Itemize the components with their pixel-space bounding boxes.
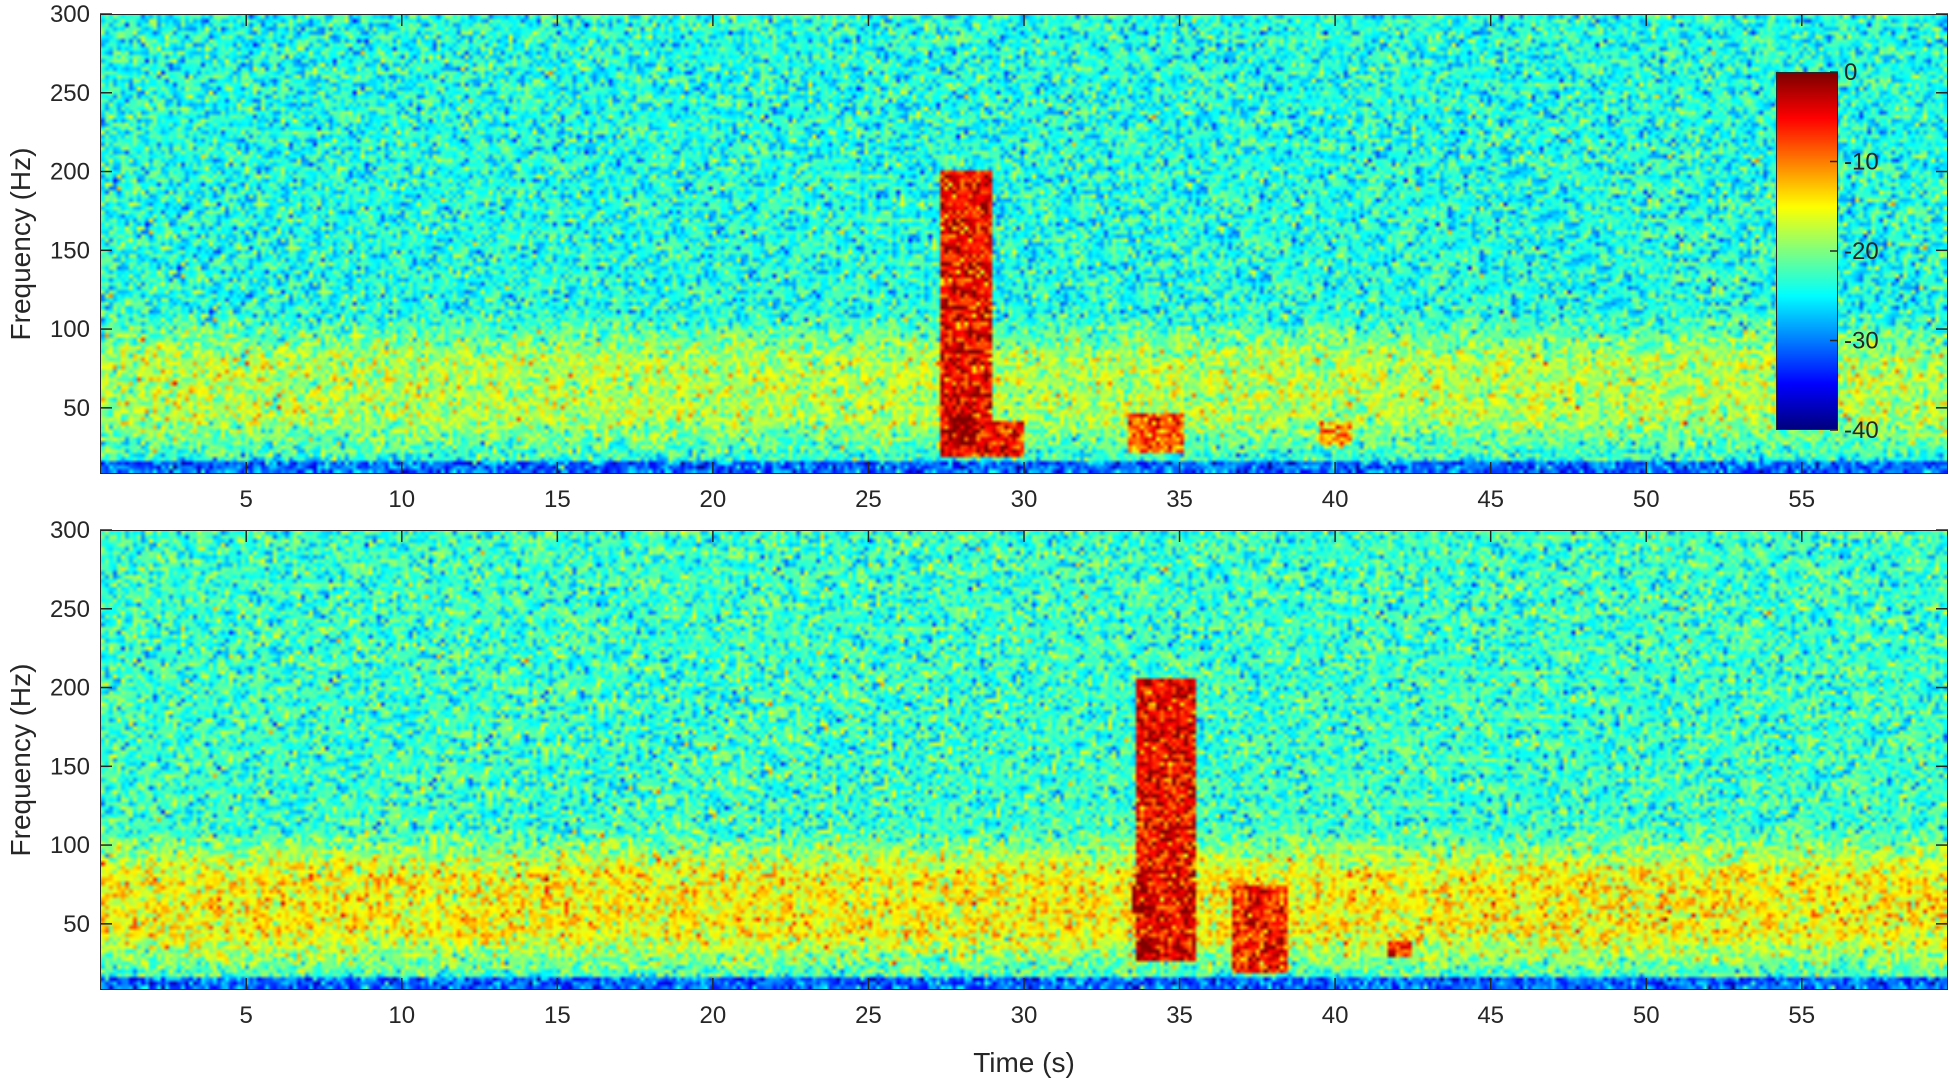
spectrogram-top-panel <box>100 14 1948 474</box>
x-tick-label-top: 40 <box>1322 486 1349 513</box>
x-tick-label-bottom: 55 <box>1788 1002 1815 1029</box>
x-tick-label-bottom: 40 <box>1322 1002 1349 1029</box>
y-tick-label-top: 250 <box>50 80 90 107</box>
y-tick-label-bottom: 50 <box>63 911 90 938</box>
y-tick-label-bottom: 150 <box>50 753 90 780</box>
x-tick-label-bottom: 10 <box>388 1002 415 1029</box>
colorbar <box>1776 72 1838 430</box>
y-tick-label-top: 100 <box>50 316 90 343</box>
x-tick-label-bottom: 45 <box>1477 1002 1504 1029</box>
x-tick-label-top: 35 <box>1166 486 1193 513</box>
y-tick-label-top: 200 <box>50 159 90 186</box>
x-tick-label-bottom: 20 <box>700 1002 727 1029</box>
y-tick-label-bottom: 200 <box>50 675 90 702</box>
y-tick-label-bottom: 300 <box>50 517 90 544</box>
x-tick-label-top: 25 <box>855 486 882 513</box>
x-tick-label-bottom: 50 <box>1633 1002 1660 1029</box>
spectrogram-bottom-heatmap <box>101 531 1947 989</box>
x-tick-label-top: 30 <box>1011 486 1038 513</box>
x-tick-label-top: 5 <box>240 486 253 513</box>
x-tick-label-bottom: 5 <box>240 1002 253 1029</box>
x-tick-label-bottom: 25 <box>855 1002 882 1029</box>
x-tick-label-bottom: 15 <box>544 1002 571 1029</box>
y-tick-label-bottom: 100 <box>50 832 90 859</box>
y-tick-label-top: 50 <box>63 395 90 422</box>
x-axis-title: Time (s) <box>973 1047 1075 1078</box>
y-axis-title-top: Frequency (Hz) <box>5 148 36 341</box>
spectrogram-bottom-panel <box>100 530 1948 990</box>
x-tick-label-top: 20 <box>700 486 727 513</box>
y-tick-label-bottom: 250 <box>50 596 90 623</box>
y-axis-title-bottom: Frequency (Hz) <box>5 664 36 857</box>
spectrogram-top-heatmap <box>101 15 1947 473</box>
x-tick-label-bottom: 35 <box>1166 1002 1193 1029</box>
y-tick-label-top: 150 <box>50 237 90 264</box>
x-tick-label-top: 50 <box>1633 486 1660 513</box>
x-tick-label-bottom: 30 <box>1011 1002 1038 1029</box>
x-tick-label-top: 55 <box>1788 486 1815 513</box>
x-tick-label-top: 15 <box>544 486 571 513</box>
x-tick-label-top: 10 <box>388 486 415 513</box>
y-tick-label-top: 300 <box>50 1 90 28</box>
x-tick-label-top: 45 <box>1477 486 1504 513</box>
